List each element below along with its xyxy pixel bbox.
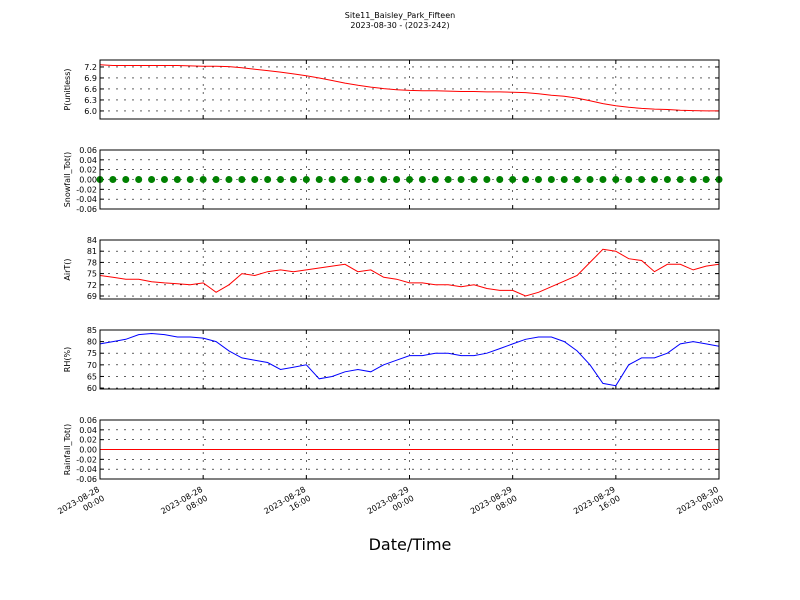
data-point [264, 176, 272, 183]
data-point [496, 176, 504, 183]
y-tick-label: -0.04 [76, 465, 97, 474]
data-point [599, 176, 607, 183]
plot-frame [99, 419, 720, 480]
y-tick-label: 70 [87, 361, 97, 370]
data-point [663, 176, 671, 183]
plot-frame [99, 239, 720, 300]
y-tick-label: 78 [87, 258, 97, 267]
plot-frame [99, 59, 720, 120]
y-tick-label: 72 [87, 281, 97, 290]
y-tick-label: 75 [87, 349, 97, 358]
data-point [444, 176, 452, 183]
data-point [251, 176, 259, 183]
data-line [99, 332, 720, 387]
data-point [689, 176, 697, 183]
y-tick-label: -0.06 [76, 475, 97, 484]
data-point [418, 176, 426, 183]
data-point [651, 176, 659, 183]
y-axis-label: RH(%) [63, 347, 72, 372]
data-point [277, 176, 285, 183]
y-axis-label: Snowfall_Tot() [63, 152, 72, 208]
y-tick-label: 6.9 [84, 74, 97, 83]
data-point [431, 176, 439, 183]
y-tick-label: 69 [87, 292, 97, 301]
data-point [534, 176, 542, 183]
y-axis-label: Rainfall_Tot() [63, 424, 72, 476]
data-point [109, 176, 117, 183]
data-point [160, 176, 168, 183]
data-point [625, 176, 633, 183]
data-line [99, 64, 719, 112]
data-point [676, 176, 684, 183]
data-point [522, 176, 530, 183]
y-axis-label: P(unitless) [63, 68, 72, 110]
data-point [612, 176, 620, 183]
data-point [586, 176, 594, 183]
data-point [702, 176, 710, 183]
data-point [289, 176, 297, 183]
data-point [135, 176, 143, 183]
data-point [212, 176, 220, 183]
y-tick-label: 0.00 [79, 176, 97, 185]
y-tick-label: -0.02 [76, 455, 97, 464]
data-point [470, 176, 478, 183]
data-point [315, 176, 323, 183]
data-point [547, 176, 555, 183]
data-point [328, 176, 336, 183]
y-tick-label: 0.06 [79, 146, 97, 155]
data-point [367, 176, 375, 183]
data-point [186, 176, 194, 183]
y-tick-label: -0.06 [76, 205, 97, 214]
data-point [573, 176, 581, 183]
chart-subtitle: 2023-08-30 - (2023-242) [350, 21, 449, 30]
y-tick-label: 0.06 [79, 416, 97, 425]
y-tick-label: 81 [87, 247, 97, 256]
y-tick-label: 84 [87, 236, 97, 245]
y-tick-label: 0.04 [79, 156, 97, 165]
y-tick-label: 7.2 [84, 63, 97, 72]
data-point [380, 176, 388, 183]
y-tick-label: 0.04 [79, 426, 97, 435]
y-tick-label: 65 [87, 372, 97, 381]
y-tick-label: 60 [87, 384, 97, 393]
data-point [483, 176, 491, 183]
data-point [638, 176, 646, 183]
data-point [302, 176, 310, 183]
data-point [354, 176, 362, 183]
data-point [457, 176, 465, 183]
data-point [406, 176, 413, 183]
y-tick-label: 6.3 [84, 96, 97, 105]
y-tick-label: 85 [87, 326, 97, 335]
data-point [509, 176, 517, 183]
y-tick-label: 0.02 [79, 436, 97, 445]
data-line [99, 248, 720, 297]
y-tick-label: -0.02 [76, 185, 97, 194]
data-point [199, 176, 207, 183]
plot-frame [99, 149, 720, 210]
chart-title: Site11_Baisley_Park_Fifteen [345, 11, 455, 20]
data-point [238, 176, 246, 183]
y-tick-label: 75 [87, 270, 97, 279]
y-tick-label: 0.02 [79, 166, 97, 175]
data-point [148, 176, 156, 183]
x-axis-label: Date/Time [369, 535, 452, 554]
data-point [225, 176, 233, 183]
plot-frame [99, 329, 720, 390]
data-point [173, 176, 181, 183]
y-tick-label: 6.6 [84, 85, 97, 94]
y-axis-label: AirT() [63, 258, 72, 280]
data-point [560, 176, 568, 183]
y-tick-label: 80 [87, 338, 97, 347]
y-tick-label: 0.00 [79, 446, 97, 455]
data-point [393, 176, 401, 183]
y-tick-label: 6.0 [84, 107, 97, 116]
data-point [341, 176, 349, 183]
data-point [122, 176, 130, 183]
y-tick-label: -0.04 [76, 195, 97, 204]
